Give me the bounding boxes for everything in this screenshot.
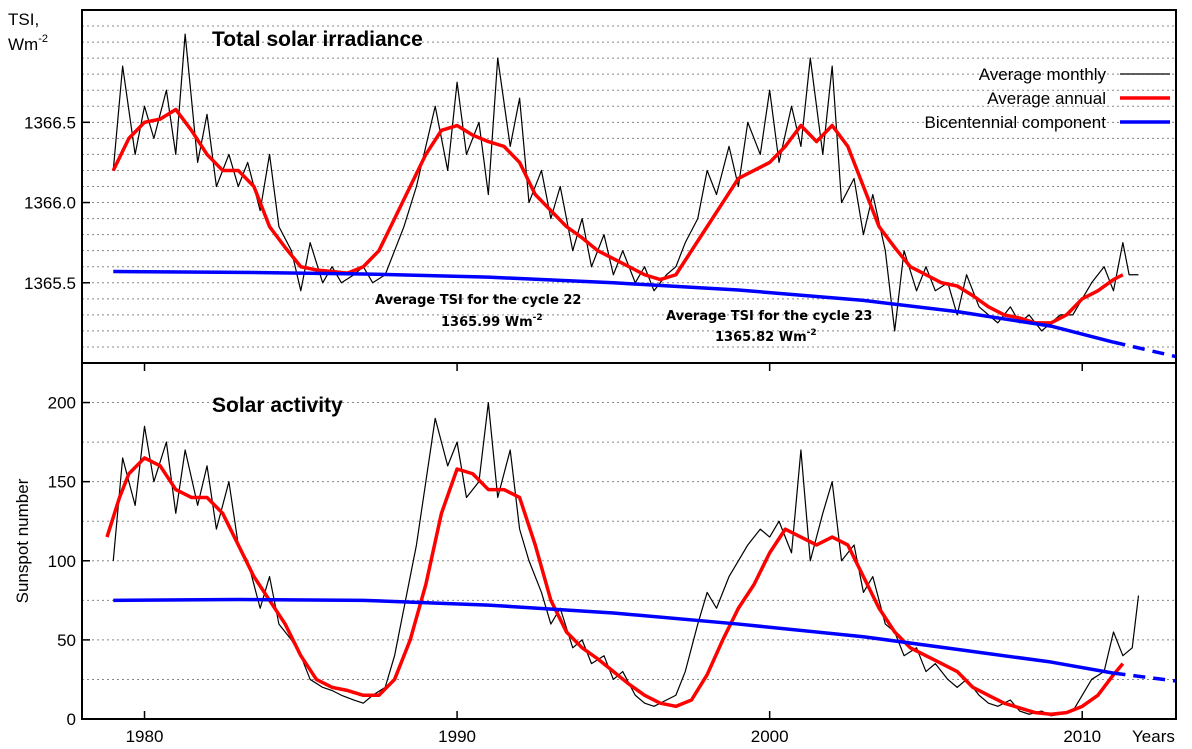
sunspot-series-bicentennial-component-extrapolation: [1113, 671, 1177, 683]
sunspot-gridlines: [82, 402, 1176, 680]
tsi-panel-title: Total solar irradiance: [212, 28, 423, 51]
sunspot-panel: 0 50 100 150 200 Sunspot number Solar activi…: [13, 362, 1177, 746]
tsi-y-tick-label: 1366.5: [24, 113, 76, 132]
sunspot-y-tick-label: 0: [67, 710, 76, 729]
tsi-legend: Average monthly Average annual Bicentenn…: [925, 65, 1170, 132]
sunspot-y-tick-label: 50: [57, 631, 76, 650]
x-tick-label: 2000: [751, 727, 789, 746]
legend-label-monthly: Average monthly: [979, 65, 1107, 84]
x-tick-label: 1990: [438, 727, 476, 746]
sunspot-y-tick-label: 200: [48, 394, 76, 413]
annotation-cycle-22: Average TSI for the cycle 22 1365.99 Wm-…: [375, 293, 581, 330]
x-axis-ticks: 1980 1990 2000 2010: [126, 363, 1101, 746]
sunspot-plot-frame: [81, 362, 1177, 720]
annotation-cycle-22-line1: Average TSI for the cycle 22: [375, 293, 581, 308]
sunspot-series: [105, 401, 1177, 717]
tsi-panel: 1365.5 1366.0 1366.5 TSI, Wm-2 Total solar…: [8, 9, 1177, 364]
legend-label-annual: Average annual: [987, 89, 1106, 108]
x-axis-label: Years: [1132, 727, 1175, 746]
tsi-ylabel-unit: Wm-2: [8, 33, 48, 54]
tsi-y-ticks: 1365.5 1366.0 1366.5: [24, 113, 90, 293]
tsi-y-tick-label: 1366.0: [24, 194, 76, 213]
annotation-cycle-22-value: 1365.99 Wm-2: [441, 313, 543, 330]
tsi-ylabel-line1: TSI,: [8, 10, 39, 29]
tsi-series-bicentennial-component-extrapolation: [1113, 340, 1177, 359]
tsi-series-average-annual: [111, 107, 1124, 325]
x-tick-label: 2010: [1063, 727, 1101, 746]
tsi-y-tick-label: 1365.5: [24, 274, 76, 293]
sunspot-y-tick-label: 100: [48, 552, 76, 571]
tsi-series-bicentennial-component: [113, 269, 1114, 344]
sunspot-y-tick-label: 150: [48, 473, 76, 492]
x-tick-label: 1980: [126, 727, 164, 746]
annotation-cycle-23-line1: Average TSI for the cycle 23: [666, 309, 872, 324]
annotation-cycle-23-value: 1365.82 Wm-2: [715, 328, 817, 345]
tsi-gridlines: [82, 25, 1176, 348]
sunspot-ylabel: Sunspot number: [13, 478, 32, 603]
sunspot-y-ticks: 0 50 100 150 200: [48, 394, 90, 729]
tsi-series: [111, 33, 1177, 359]
legend-label-bicentennial: Bicentennial component: [925, 113, 1107, 132]
annotation-cycle-23: Average TSI for the cycle 23 1365.82 Wm-…: [666, 309, 872, 345]
sunspot-series-bicentennial-component: [113, 597, 1114, 675]
sunspot-panel-title: Solar activity: [212, 394, 343, 417]
